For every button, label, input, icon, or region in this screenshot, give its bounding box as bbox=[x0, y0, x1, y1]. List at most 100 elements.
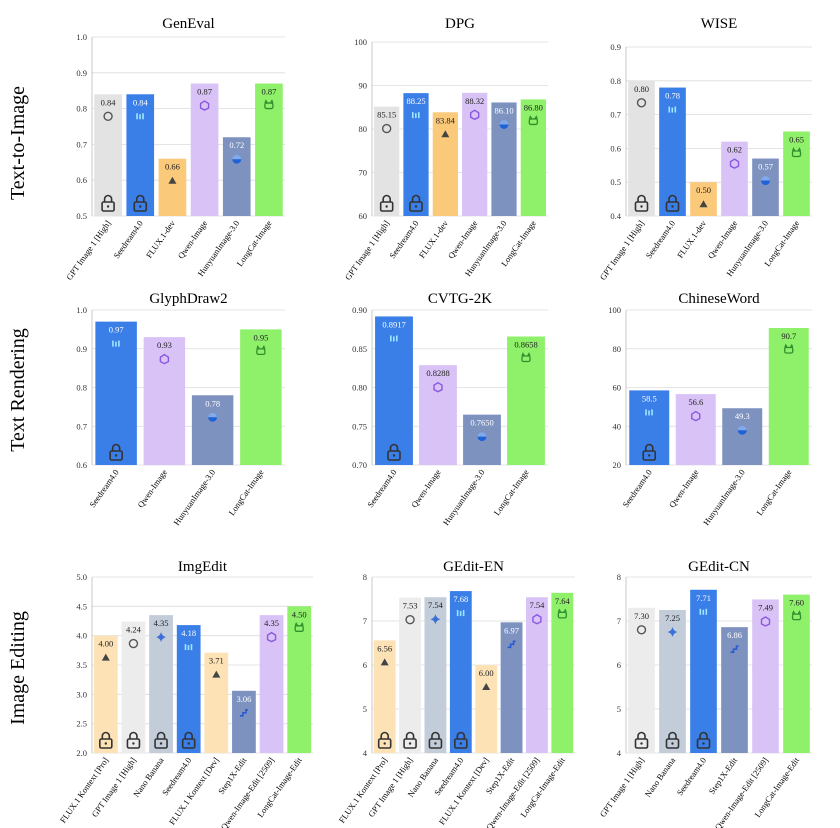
bar bbox=[675, 394, 716, 465]
seedream-icon-bar bbox=[699, 608, 702, 615]
lock-icon-body bbox=[696, 738, 711, 749]
bar bbox=[176, 625, 201, 753]
x-tick-label: GPT Image 1 [High] bbox=[598, 755, 647, 819]
longcat-icon-head bbox=[528, 118, 538, 126]
lock-icon-shackle bbox=[389, 443, 399, 451]
lock-icon-keyhole bbox=[104, 742, 108, 745]
y-tick-label: 1.0 bbox=[76, 32, 87, 42]
data-label: 4.50 bbox=[292, 609, 307, 619]
hunyuan-icon-half bbox=[208, 412, 218, 418]
longcat-icon-ears bbox=[791, 610, 802, 615]
lock-icon bbox=[379, 194, 394, 212]
bar bbox=[628, 607, 655, 753]
seedream-icon-bar bbox=[139, 114, 141, 120]
longcat-icon-ears bbox=[557, 608, 567, 613]
longcat-icon bbox=[521, 352, 531, 363]
bar bbox=[432, 112, 458, 216]
longcat-icon-ears bbox=[791, 147, 802, 152]
longcat-icon-ears bbox=[784, 343, 794, 348]
lock-icon-keyhole bbox=[114, 454, 118, 457]
bar bbox=[783, 594, 810, 753]
qwen-icon-hex bbox=[469, 109, 480, 121]
x-tick-label: Seedream4.0 bbox=[644, 218, 678, 260]
lock-icon-body bbox=[99, 738, 113, 749]
y-tick-label: 0.6 bbox=[76, 175, 87, 185]
seedream-icon-bar bbox=[645, 409, 647, 416]
data-label: 58.5 bbox=[642, 393, 657, 403]
bar bbox=[240, 329, 282, 465]
y-tick-label: 70 bbox=[359, 168, 368, 178]
lock-icon-body bbox=[133, 201, 148, 212]
seedream-icon-bar bbox=[115, 341, 117, 347]
lock-icon-body bbox=[101, 201, 115, 212]
lock-icon-keyhole bbox=[640, 205, 643, 208]
data-label: 4.35 bbox=[154, 618, 169, 628]
y-tick-label: 7 bbox=[363, 616, 367, 626]
gemini-icon bbox=[430, 614, 441, 625]
y-tick-label: 8 bbox=[363, 572, 367, 582]
longcat-icon-ears bbox=[528, 115, 538, 120]
lock-icon bbox=[126, 731, 141, 749]
x-tick-label: Seedream4.0 bbox=[87, 467, 121, 509]
chart-title: GenEval bbox=[162, 16, 214, 32]
seedream-icon-bar bbox=[190, 644, 193, 651]
lock-icon-shackle bbox=[111, 443, 121, 451]
hunyuan-icon bbox=[499, 119, 509, 129]
lock-icon-body bbox=[403, 738, 417, 749]
lock-icon-body bbox=[665, 738, 680, 749]
lock-icon-shackle bbox=[456, 731, 466, 739]
x-tick-label: HunyuanImage-3.0 bbox=[701, 467, 747, 527]
lock-icon-keyhole bbox=[187, 742, 190, 745]
seedream-icon bbox=[645, 409, 653, 416]
seedream-icon-bar bbox=[456, 610, 459, 617]
lock-icon-keyhole bbox=[671, 742, 674, 745]
hunyuan-icon-half bbox=[761, 176, 770, 181]
data-label: 0.97 bbox=[109, 325, 124, 335]
lock-icon-keyhole bbox=[434, 742, 437, 745]
y-tick-label: 0.8 bbox=[76, 383, 87, 393]
data-label: 0.50 bbox=[696, 185, 711, 195]
y-tick-label: 2.0 bbox=[76, 748, 87, 758]
bar bbox=[722, 408, 763, 465]
lock-icon-body bbox=[181, 738, 196, 749]
data-label: 0.84 bbox=[101, 97, 117, 107]
data-label: 0.66 bbox=[165, 162, 180, 172]
lock-icon-shackle bbox=[644, 443, 654, 451]
chart-title: GlyphDraw2 bbox=[149, 291, 227, 307]
qwen-icon-hex bbox=[691, 410, 701, 422]
seedream-icon bbox=[699, 608, 708, 615]
qwen-icon-hex bbox=[729, 158, 740, 169]
data-label: 7.71 bbox=[696, 593, 711, 603]
data-label: 0.8658 bbox=[514, 340, 537, 350]
chart-chineseword: ChineseWord 20 40 60 80 100 58.5 Seedream4.0 56.… bbox=[608, 291, 812, 527]
data-label: 0.57 bbox=[758, 162, 773, 172]
hunyuan-icon bbox=[208, 412, 218, 422]
x-tick-label: FLUX.1 Kontext [Dev] bbox=[437, 755, 491, 826]
bar bbox=[507, 336, 545, 465]
lock-icon-keyhole bbox=[159, 742, 163, 745]
bar bbox=[373, 640, 396, 753]
bar bbox=[783, 131, 810, 216]
seedream-icon-bar bbox=[390, 335, 392, 342]
lock-icon-keyhole bbox=[139, 205, 142, 208]
seedream-icon-bar bbox=[462, 610, 465, 617]
y-tick-label: 0.8 bbox=[76, 104, 87, 114]
x-tick-label: Qwen-Image bbox=[667, 467, 701, 509]
lock-icon-shackle bbox=[637, 194, 646, 202]
lock-icon bbox=[109, 443, 123, 461]
data-label: 6.56 bbox=[377, 643, 392, 653]
lock-icon-body bbox=[428, 738, 443, 749]
chart-title: WISE bbox=[701, 16, 738, 32]
flux-icon bbox=[441, 130, 450, 138]
qwen-icon bbox=[433, 381, 443, 393]
qwen-icon-hex bbox=[266, 631, 277, 643]
data-label: 3.71 bbox=[209, 656, 224, 666]
y-tick-label: 0.9 bbox=[76, 68, 87, 78]
longcat-icon bbox=[557, 608, 567, 619]
lock-icon-keyhole bbox=[408, 742, 412, 745]
lock-icon bbox=[377, 731, 392, 749]
lock-icon-shackle bbox=[101, 731, 111, 739]
longcat-icon bbox=[784, 343, 794, 354]
x-tick-label: Seedream4.0 bbox=[620, 467, 654, 509]
